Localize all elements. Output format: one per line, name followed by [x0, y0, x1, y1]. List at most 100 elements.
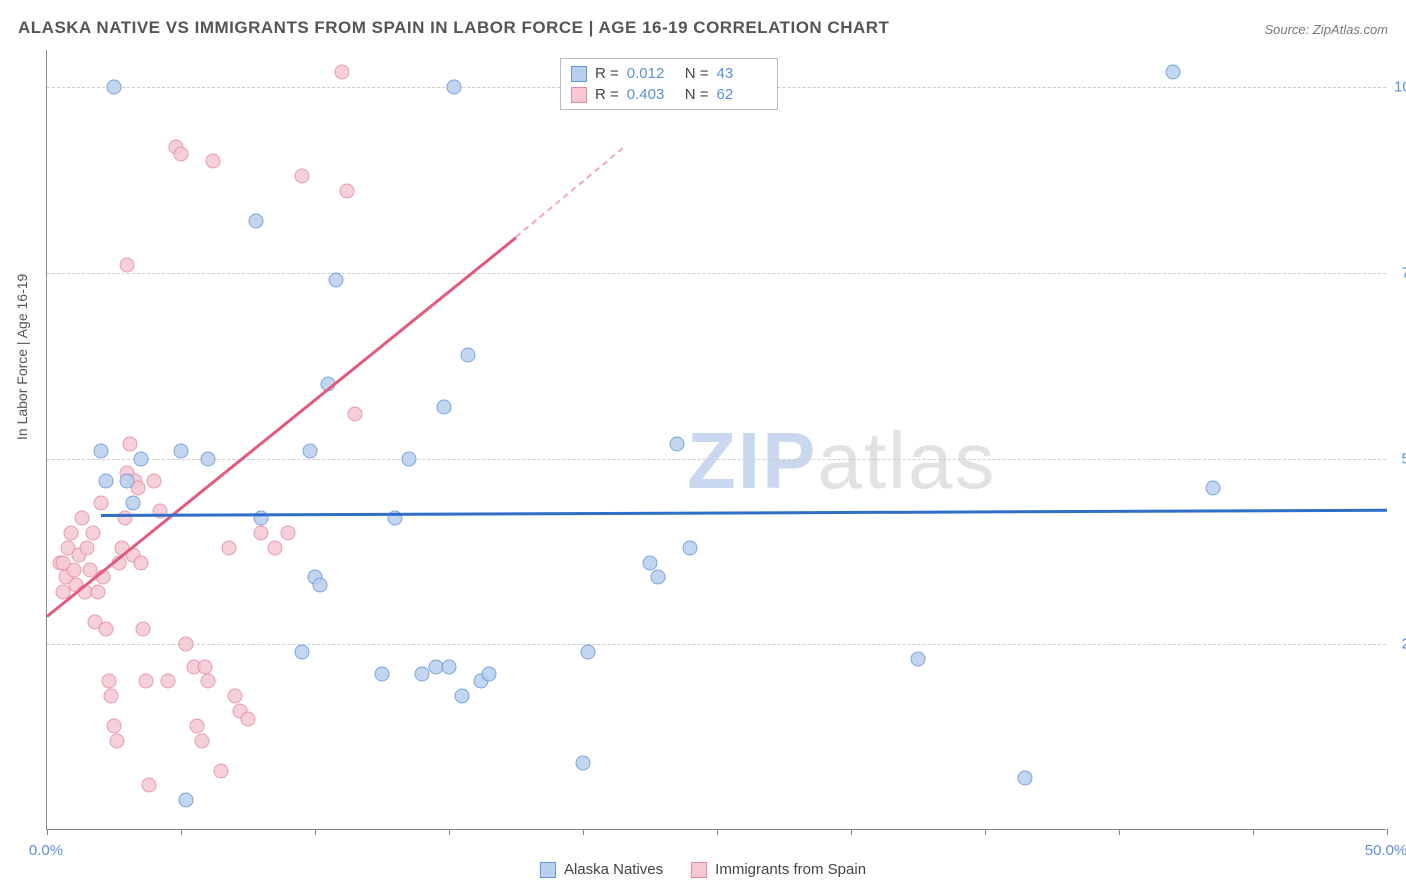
- data-point-pink: [267, 540, 282, 555]
- y-tick-label: 100.0%: [1394, 79, 1406, 96]
- data-point-pink: [254, 525, 269, 540]
- data-point-pink: [195, 733, 210, 748]
- data-point-blue: [174, 444, 189, 459]
- data-point-blue: [329, 273, 344, 288]
- data-point-blue: [576, 756, 591, 771]
- legend-label-pink: Immigrants from Spain: [715, 861, 866, 878]
- data-point-blue: [313, 577, 328, 592]
- data-point-pink: [85, 525, 100, 540]
- data-point-pink: [101, 674, 116, 689]
- data-point-pink: [200, 674, 215, 689]
- legend-row-blue: R = 0.012 N = 43: [571, 63, 767, 84]
- y-tick-label: 25.0%: [1394, 636, 1406, 653]
- data-point-pink: [123, 436, 138, 451]
- data-point-pink: [160, 674, 175, 689]
- data-point-pink: [104, 689, 119, 704]
- data-point-blue: [98, 473, 113, 488]
- data-point-pink: [222, 540, 237, 555]
- data-point-blue: [125, 496, 140, 511]
- data-point-pink: [294, 169, 309, 184]
- gridline: [47, 273, 1386, 274]
- x-tick: [1119, 829, 1120, 835]
- data-point-blue: [1205, 481, 1220, 496]
- data-point-blue: [442, 659, 457, 674]
- data-point-pink: [139, 674, 154, 689]
- data-point-blue: [200, 451, 215, 466]
- data-point-blue: [436, 399, 451, 414]
- data-point-pink: [147, 473, 162, 488]
- data-point-blue: [93, 444, 108, 459]
- data-point-pink: [133, 555, 148, 570]
- data-point-blue: [120, 473, 135, 488]
- data-point-blue: [133, 451, 148, 466]
- swatch-pink-icon: [571, 87, 587, 103]
- data-point-pink: [136, 622, 151, 637]
- data-point-blue: [375, 667, 390, 682]
- n-value-pink: 62: [717, 86, 767, 103]
- data-point-blue: [1165, 65, 1180, 80]
- r-value-blue: 0.012: [627, 65, 677, 82]
- data-point-pink: [227, 689, 242, 704]
- x-tick: [1253, 829, 1254, 835]
- data-point-pink: [179, 637, 194, 652]
- data-point-pink: [190, 719, 205, 734]
- data-point-blue: [249, 213, 264, 228]
- swatch-blue-icon: [571, 66, 587, 82]
- data-point-pink: [90, 585, 105, 600]
- legend-item-blue: Alaska Natives: [540, 861, 663, 878]
- watermark-logo: ZIPatlas: [687, 415, 996, 507]
- data-point-blue: [302, 444, 317, 459]
- plot-area: ZIPatlas 25.0%50.0%75.0%100.0%: [46, 50, 1386, 830]
- data-point-blue: [669, 436, 684, 451]
- data-point-blue: [447, 80, 462, 95]
- gridline: [47, 459, 1386, 460]
- r-label: R =: [595, 65, 619, 82]
- data-point-pink: [241, 711, 256, 726]
- legend-item-pink: Immigrants from Spain: [691, 861, 866, 878]
- trend-line: [515, 147, 623, 238]
- data-point-pink: [107, 719, 122, 734]
- series-legend: Alaska Natives Immigrants from Spain: [540, 861, 866, 878]
- data-point-pink: [56, 555, 71, 570]
- trend-line: [46, 236, 517, 617]
- trend-line: [101, 509, 1387, 517]
- data-point-blue: [1018, 771, 1033, 786]
- data-point-pink: [348, 407, 363, 422]
- r-label: R =: [595, 86, 619, 103]
- x-tick: [985, 829, 986, 835]
- swatch-pink-icon: [691, 862, 707, 878]
- x-tick: [47, 829, 48, 835]
- legend-row-pink: R = 0.403 N = 62: [571, 84, 767, 105]
- data-point-pink: [80, 540, 95, 555]
- gridline: [47, 644, 1386, 645]
- y-axis-title: In Labor Force | Age 16-19: [14, 274, 30, 440]
- watermark-atlas: atlas: [817, 416, 996, 505]
- data-point-blue: [460, 347, 475, 362]
- x-tick-label: 0.0%: [29, 842, 63, 859]
- source-label: Source: ZipAtlas.com: [1264, 22, 1388, 37]
- data-point-pink: [93, 496, 108, 511]
- legend-label-blue: Alaska Natives: [564, 861, 663, 878]
- y-tick-label: 50.0%: [1394, 450, 1406, 467]
- x-tick: [449, 829, 450, 835]
- x-tick: [315, 829, 316, 835]
- data-point-pink: [117, 511, 132, 526]
- data-point-blue: [651, 570, 666, 585]
- x-tick: [583, 829, 584, 835]
- data-point-pink: [198, 659, 213, 674]
- data-point-blue: [643, 555, 658, 570]
- data-point-pink: [141, 778, 156, 793]
- n-value-blue: 43: [717, 65, 767, 82]
- data-point-pink: [214, 763, 229, 778]
- x-tick: [717, 829, 718, 835]
- data-point-blue: [455, 689, 470, 704]
- n-label: N =: [685, 86, 709, 103]
- data-point-pink: [334, 65, 349, 80]
- watermark-zip: ZIP: [687, 416, 817, 505]
- correlation-legend: R = 0.012 N = 43 R = 0.403 N = 62: [560, 58, 778, 110]
- data-point-pink: [120, 258, 135, 273]
- data-point-blue: [482, 667, 497, 682]
- data-point-pink: [64, 525, 79, 540]
- chart-title: ALASKA NATIVE VS IMMIGRANTS FROM SPAIN I…: [18, 18, 889, 38]
- data-point-pink: [340, 184, 355, 199]
